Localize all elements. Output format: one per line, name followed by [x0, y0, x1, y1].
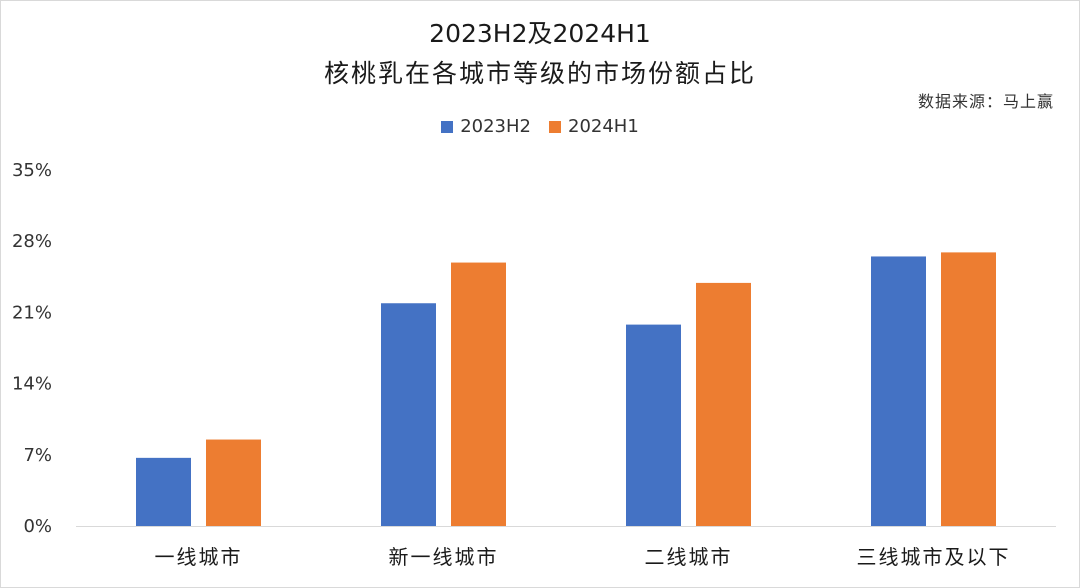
- y-tick-label: 7%: [23, 445, 52, 466]
- chart-legend: 2023H2 2024H1: [0, 116, 1080, 137]
- y-tick-label: 0%: [23, 516, 52, 537]
- legend-label-2024h1: 2024H1: [568, 116, 639, 137]
- x-tick-label: 二线城市: [645, 545, 733, 569]
- chart-title-line2: 核桃乳在各城市等级的市场份额占比: [323, 59, 756, 88]
- bar-2023h2-2: [626, 324, 681, 526]
- y-tick-label: 35%: [12, 160, 52, 181]
- y-tick-label: 28%: [12, 231, 52, 252]
- bar-2024h1-0: [206, 439, 261, 526]
- legend-swatch-2024h1: [549, 120, 561, 133]
- y-tick-label: 14%: [12, 374, 52, 395]
- bar-2023h2-0: [136, 457, 191, 526]
- y-tick-label: 21%: [12, 302, 52, 323]
- legend-label-2023h2: 2023H2: [460, 116, 531, 137]
- chart-title-line1: 2023H2及2024H1: [429, 19, 651, 48]
- x-tick-label: 新一线城市: [389, 545, 499, 569]
- bar-2023h2-3: [871, 256, 926, 526]
- legend-item-2023h2: 2023H2: [441, 116, 531, 137]
- legend-swatch-2023h2: [441, 120, 454, 133]
- bar-2023h2-1: [381, 303, 436, 526]
- bar-2024h1-3: [941, 252, 996, 527]
- data-source-note: 数据来源：马上赢: [917, 92, 1054, 111]
- legend-item-2024h1: 2024H1: [549, 116, 639, 137]
- x-tick-label: 一线城市: [155, 545, 243, 569]
- x-tick-label: 三线城市及以下: [857, 545, 1011, 569]
- bar-2024h1-2: [696, 282, 751, 526]
- bar-2024h1-1: [451, 262, 506, 526]
